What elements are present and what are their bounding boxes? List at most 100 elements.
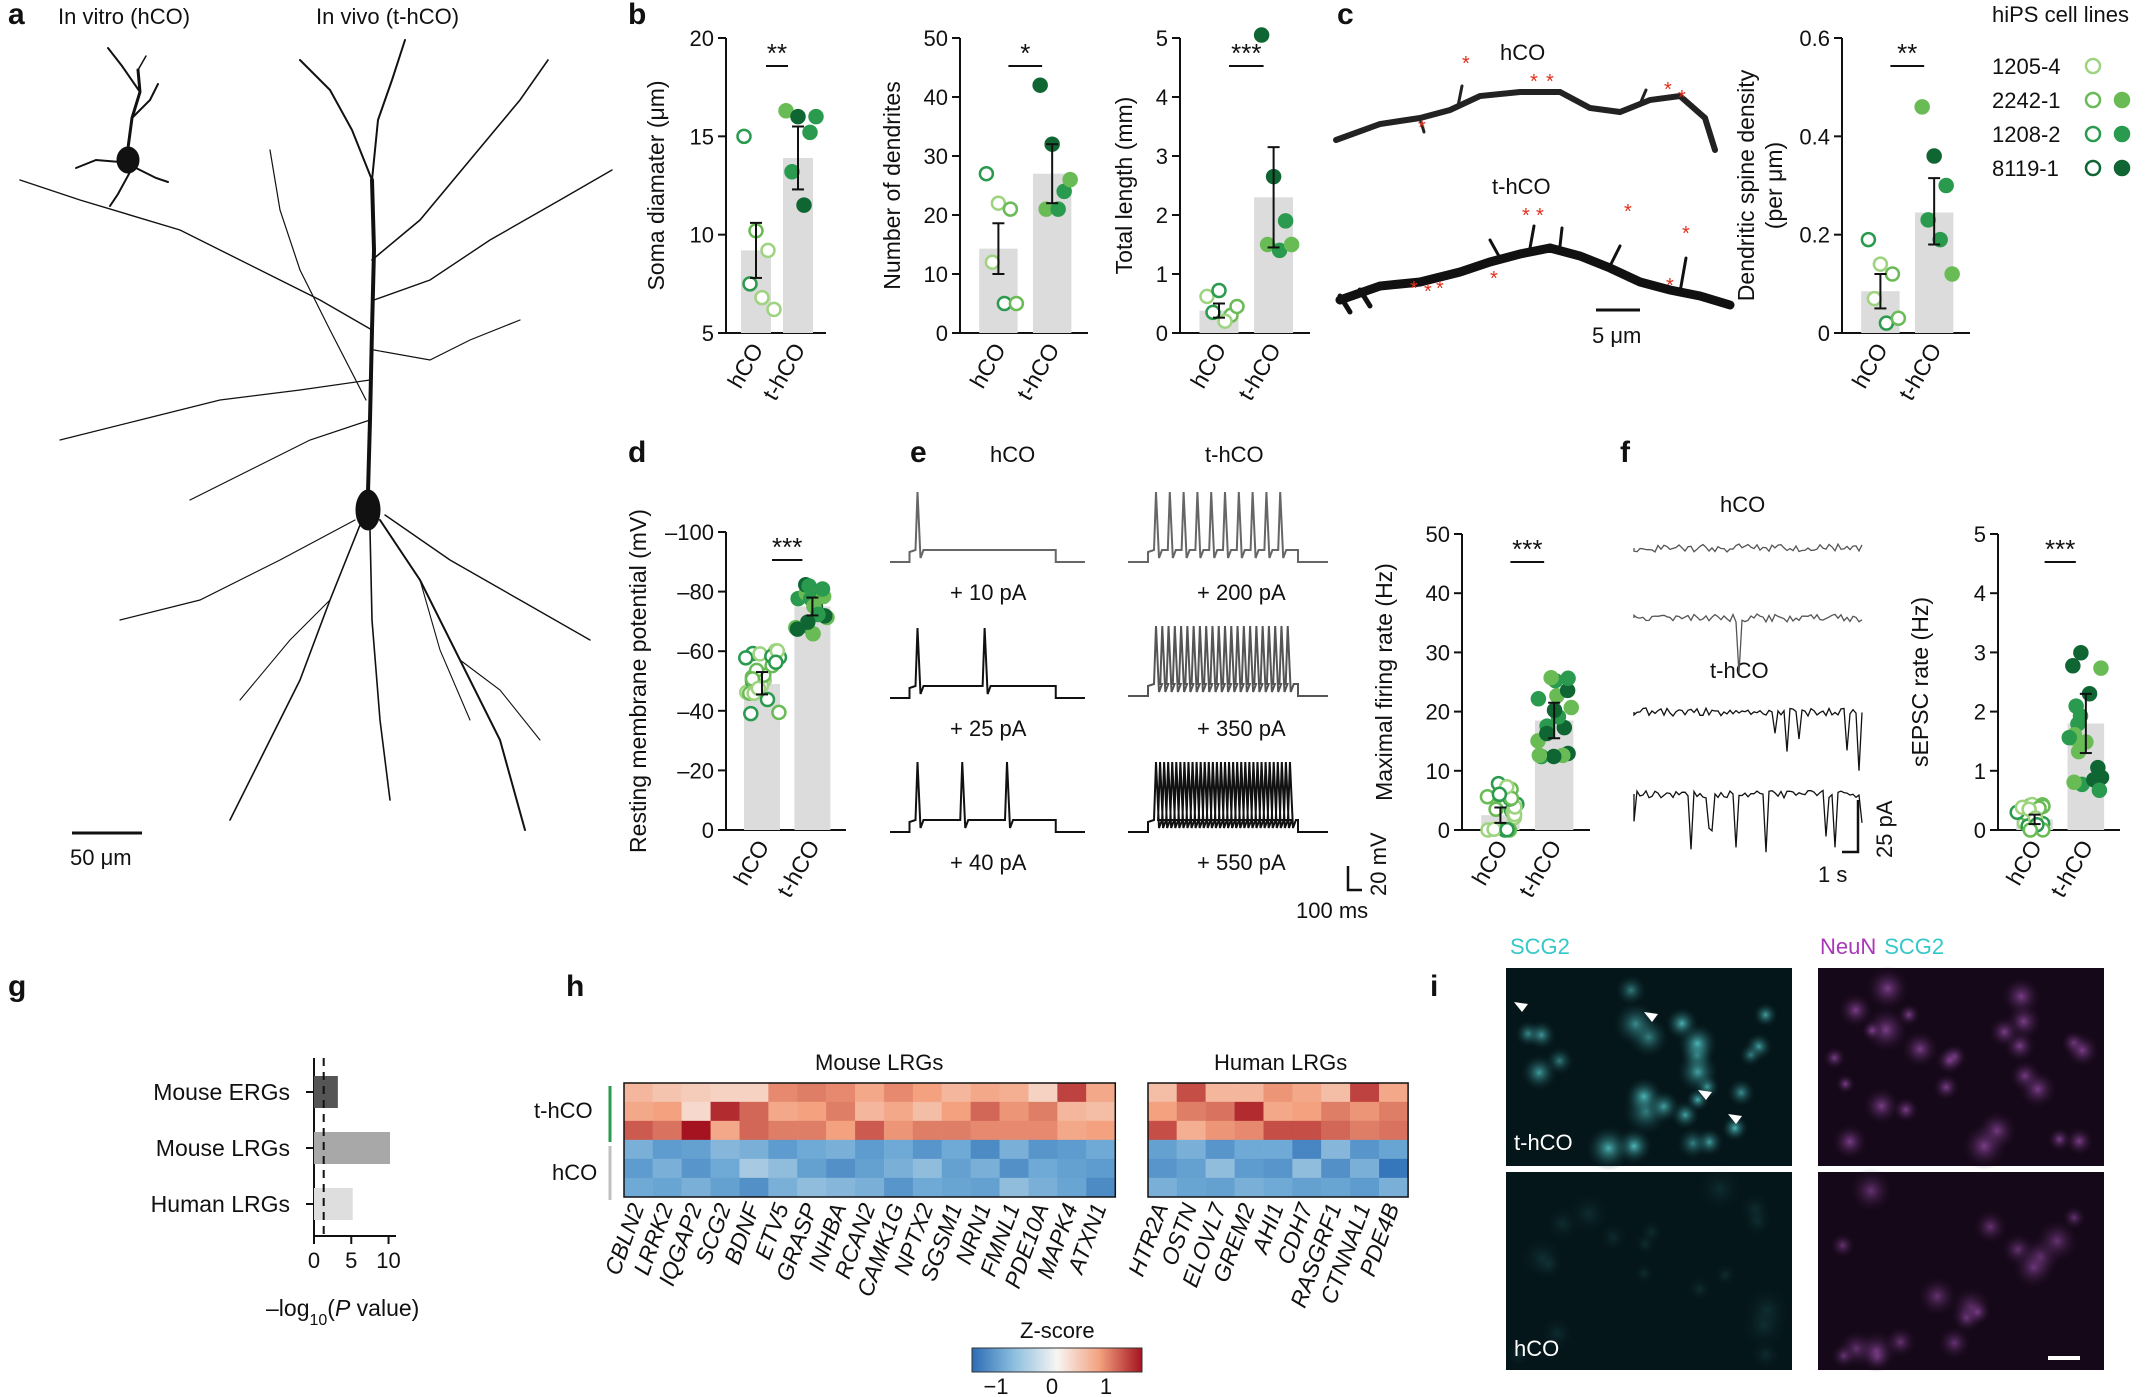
data-point xyxy=(802,124,818,141)
heatmap-cell xyxy=(1321,1082,1351,1103)
heatmap-cell xyxy=(797,1177,827,1198)
data-point xyxy=(1229,298,1245,315)
spine-marker: * xyxy=(1530,71,1538,93)
current-trace xyxy=(1633,612,1863,674)
heatmap-cell xyxy=(652,1101,682,1122)
cell-signal xyxy=(1822,1046,1847,1070)
data-point xyxy=(1890,310,1907,326)
cell-signal xyxy=(1934,1046,1964,1075)
significance-label: *** xyxy=(772,532,802,562)
heatmap-cell xyxy=(768,1082,798,1103)
data-point xyxy=(743,705,759,722)
heatmap-cell xyxy=(1147,1139,1178,1160)
voltage-trace xyxy=(890,761,1085,833)
panel-f-scale-current: 25 pA xyxy=(1872,800,1897,858)
y-axis-label: sEPSC rate (Hz) xyxy=(1907,597,1933,767)
cell-signal xyxy=(2034,1218,2080,1264)
significance-label: *** xyxy=(1231,38,1261,68)
panel-a-scale-label: 50 μm xyxy=(70,845,132,870)
data-point xyxy=(738,650,754,666)
data-point xyxy=(1872,256,1889,272)
category-label: t-hCO xyxy=(2045,836,2098,902)
cell-signal xyxy=(2064,1032,2101,1069)
panel-c-scale-label: 5 μm xyxy=(1592,323,1641,348)
heatmap-cell xyxy=(883,1158,914,1179)
data-point xyxy=(1920,212,1936,228)
heatmap-cell xyxy=(623,1120,654,1141)
heatmap-cell xyxy=(883,1177,914,1198)
category-label: t-hCO xyxy=(1233,339,1286,405)
heatmap-cell xyxy=(1234,1139,1264,1160)
heatmap-cell xyxy=(1350,1101,1380,1122)
x-tick-label: 0 xyxy=(308,1248,320,1273)
data-point xyxy=(1491,786,1508,803)
zscore-tick-neg: −1 xyxy=(983,1374,1008,1397)
enrichment-x-axis-label: –log10(P value) xyxy=(266,1295,419,1329)
panel-c-thco-title: t-hCO xyxy=(1492,174,1551,199)
legend-open-marker xyxy=(2084,57,2102,75)
bar-hCO xyxy=(744,683,780,830)
heatmap-cell xyxy=(1086,1139,1116,1160)
heatmap-cell xyxy=(941,1101,971,1122)
heatmap-cell xyxy=(1321,1177,1351,1198)
data-point xyxy=(1211,282,1227,299)
step-thco-3: + 550 pA xyxy=(1197,850,1286,875)
heatmap-cell xyxy=(739,1139,769,1160)
cell-signal xyxy=(1960,1122,2008,1170)
x-tick-label: 10 xyxy=(376,1248,400,1273)
heatmap-cell xyxy=(1292,1082,1322,1103)
heatmap-cell xyxy=(855,1120,885,1141)
heatmap-cell xyxy=(768,1158,798,1179)
cell-signal xyxy=(1972,1208,2009,1245)
panel-a-left-title: In vitro (hCO) xyxy=(58,4,190,29)
heatmap-cell xyxy=(1086,1101,1116,1122)
cell-signal xyxy=(1676,1127,1709,1160)
data-point xyxy=(1926,148,1942,164)
heatmap-cell xyxy=(970,1158,1000,1179)
data-point xyxy=(1914,99,1930,115)
data-point xyxy=(2061,729,2078,746)
hco-neuron-image xyxy=(75,47,169,207)
voltage-trace xyxy=(1128,491,1328,563)
y-axis-label: Total length (mm) xyxy=(1111,97,1137,275)
data-point xyxy=(1488,801,1504,817)
cell-signal xyxy=(2017,1068,2058,1110)
heatmap-cell xyxy=(999,1120,1029,1141)
data-point xyxy=(789,621,806,637)
cell-signal xyxy=(1586,1125,1632,1171)
cell-signal xyxy=(1864,965,1911,1012)
spine-marker: * xyxy=(1664,79,1672,101)
heatmap-cell xyxy=(1379,1101,1409,1122)
heatmap-cell xyxy=(1205,1120,1235,1141)
voltage-trace xyxy=(890,627,1085,699)
y-tick-label: 0 xyxy=(1438,818,1450,843)
heatmap-cell xyxy=(1321,1101,1351,1122)
enrichment-bar xyxy=(314,1132,391,1164)
heatmap-cell xyxy=(652,1082,682,1103)
significance-label: *** xyxy=(2045,534,2075,564)
data-point xyxy=(768,654,784,671)
heatmap-cell xyxy=(1057,1101,1087,1122)
heatmap-cell xyxy=(710,1120,740,1141)
hco-dendrite-image xyxy=(1333,84,1718,153)
heatmap-cell xyxy=(623,1082,654,1103)
heatmap-cell xyxy=(883,1101,914,1122)
cell-signal xyxy=(1830,1342,1857,1370)
data-point xyxy=(766,301,782,318)
legend-item-label: 1208-2 xyxy=(1992,122,2061,147)
data-point xyxy=(1560,670,1576,687)
micrograph-label-hco: hCO xyxy=(1514,1336,1559,1361)
cell-signal xyxy=(1835,1073,1856,1095)
heatmap-cell xyxy=(1176,1082,1206,1103)
heatmap-cell xyxy=(1147,1177,1178,1198)
heatmap-cell xyxy=(826,1082,856,1103)
heatmap-cell xyxy=(1028,1120,1058,1141)
y-tick-label: 5 xyxy=(702,321,714,346)
heatmap-cell xyxy=(941,1082,971,1103)
data-point xyxy=(750,680,767,697)
heatmap-cell xyxy=(1086,1082,1116,1103)
data-point xyxy=(808,108,824,125)
heatmap-cell xyxy=(855,1101,885,1122)
panel-label-h: h xyxy=(566,970,584,1003)
